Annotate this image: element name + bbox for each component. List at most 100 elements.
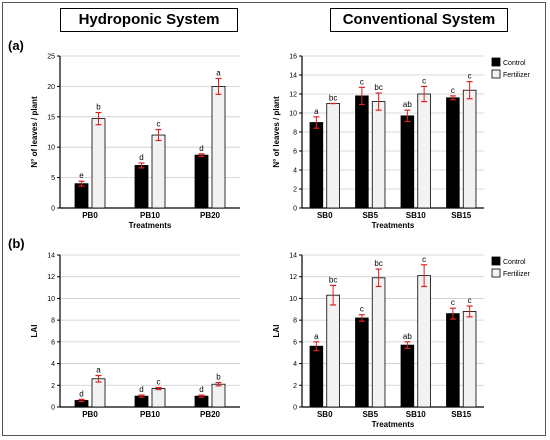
conv-leaves-x-axis-title: Treatments bbox=[372, 221, 415, 230]
hydro-leaves-bar-fertilizer bbox=[151, 134, 166, 209]
conv-leaves-y-axis-title: N° of leaves / plant bbox=[272, 96, 281, 168]
conv-leaves-legend-swatch-control bbox=[491, 57, 501, 67]
conv-leaves-significance-letter: c bbox=[422, 76, 426, 85]
hydro-lai-ytick-label: 10 bbox=[47, 296, 55, 303]
hydro-lai-ytick-label: 6 bbox=[51, 339, 55, 346]
conv-lai-significance-letter: a bbox=[314, 332, 319, 341]
conv-leaves-ytick-label: 16 bbox=[289, 54, 297, 61]
conv-lai-ytick-label: 14 bbox=[289, 253, 297, 260]
hydro-lai-bar-fertilizer bbox=[151, 388, 166, 408]
conv-lai-ytick-label: 0 bbox=[293, 405, 297, 412]
conv-leaves-significance-letter: c bbox=[360, 77, 364, 86]
hydro-leaves-ytick-label: 5 bbox=[51, 175, 55, 182]
hydro-lai-significance-letter: c bbox=[157, 377, 161, 386]
conv-lai-bar-control bbox=[355, 317, 369, 408]
conv-leaves-bar-fertilizer bbox=[371, 101, 386, 209]
conv-lai-ytick-label: 6 bbox=[293, 339, 297, 346]
hydro-leaves-bar-control bbox=[194, 154, 209, 209]
conv-lai-significance-letter: ab bbox=[403, 332, 412, 341]
hydro-leaves-significance-letter: c bbox=[157, 120, 161, 129]
hydro-leaves-significance-letter: a bbox=[216, 68, 221, 77]
conv-leaves-category-label: SB0 bbox=[317, 211, 333, 220]
conv-leaves-legend-swatch-fertilizer bbox=[491, 69, 501, 79]
conv-lai-category-label: SB5 bbox=[362, 410, 378, 419]
conv-leaves-bar-control bbox=[309, 122, 324, 209]
conv-leaves-ytick-label: 0 bbox=[293, 206, 297, 213]
conv-lai-ytick-label: 4 bbox=[293, 361, 297, 368]
conv-lai-legend-swatch-control bbox=[491, 256, 501, 266]
conv-leaves-legend-label-fertilizer: Fertilizer bbox=[503, 72, 531, 79]
conv-leaves-ytick-label: 8 bbox=[293, 130, 297, 137]
hydro-lai-ytick-label: 14 bbox=[47, 253, 55, 260]
conv-leaves-bar-fertilizer bbox=[326, 103, 340, 209]
panel-label-b: (b) bbox=[8, 236, 25, 251]
hydro-leaves-significance-letter: b bbox=[96, 103, 101, 112]
conv-lai-significance-letter: c bbox=[468, 296, 472, 305]
hydro-leaves-x-axis-title: Treatments bbox=[129, 221, 172, 230]
conv-lai-significance-letter: bc bbox=[329, 275, 337, 284]
conv-leaves-category-label: SB10 bbox=[406, 211, 427, 220]
conv-lai-significance-letter: c bbox=[451, 298, 455, 307]
conv-lai-bar-fertilizer bbox=[462, 311, 477, 408]
hydro-lai-y-axis-title: LAI bbox=[30, 325, 39, 338]
conv-lai-legend-swatch-fertilizer bbox=[491, 268, 501, 278]
conv-leaves-category-label: SB5 bbox=[362, 211, 378, 220]
hydro-leaves-bar-control bbox=[134, 165, 149, 209]
hydro-leaves-category-label: PB10 bbox=[140, 211, 161, 220]
hydro-lai-ytick-label: 4 bbox=[51, 361, 55, 368]
conv-leaves-significance-letter: bc bbox=[374, 83, 382, 92]
conv-lai-significance-letter: c bbox=[422, 255, 426, 264]
conv-leaves-significance-letter: c bbox=[468, 72, 472, 81]
conv-leaves-bar-fertilizer bbox=[462, 89, 477, 209]
hydro-lai-ytick-label: 2 bbox=[51, 383, 55, 390]
hydro-leaves-ytick-label: 25 bbox=[47, 54, 55, 61]
hydro-lai-significance-letter: b bbox=[216, 373, 221, 382]
hydro-leaves-category-label: PB0 bbox=[82, 211, 98, 220]
conv-lai-category-label: SB10 bbox=[406, 410, 427, 419]
conv-lai-ytick-label: 2 bbox=[293, 383, 297, 390]
conv-lai-bar-control bbox=[446, 313, 460, 408]
conv-leaves-ytick-label: 14 bbox=[289, 73, 297, 80]
conv-lai-bar-control bbox=[400, 344, 415, 408]
conv-lai-legend-label-control: Control bbox=[503, 259, 526, 266]
title-hydroponic-system: Hydroponic System bbox=[60, 8, 238, 32]
conv-lai-significance-letter: bc bbox=[374, 259, 382, 268]
hydro-leaves-significance-letter: e bbox=[79, 171, 84, 180]
conv-lai-category-label: SB0 bbox=[317, 410, 333, 419]
conv-lai-bar-control bbox=[309, 345, 324, 408]
conv-leaves-bar-control bbox=[355, 95, 369, 209]
panel-label-a: (a) bbox=[8, 38, 24, 53]
conv-lai-bar-fertilizer bbox=[371, 277, 386, 408]
hydro-lai-bar-fertilizer bbox=[211, 383, 226, 408]
conv-leaves-significance-letter: a bbox=[314, 107, 319, 116]
hydro-lai-ytick-label: 12 bbox=[47, 274, 55, 281]
hydro-leaves-ytick-label: 20 bbox=[47, 84, 55, 91]
conv-leaves-bar-control bbox=[446, 97, 460, 209]
hydro-lai-significance-letter: d bbox=[79, 389, 83, 398]
hydro-lai-ytick-label: 0 bbox=[51, 405, 55, 412]
hydro-leaves-ytick-label: 0 bbox=[51, 206, 55, 213]
conv-lai-bar-fertilizer bbox=[417, 275, 431, 408]
conv-leaves-ytick-label: 6 bbox=[293, 149, 297, 156]
hydro-lai-significance-letter: a bbox=[96, 366, 101, 375]
conv-leaves-category-label: SB15 bbox=[451, 211, 472, 220]
conv-lai-significance-letter: c bbox=[360, 305, 364, 314]
hydro-leaves-bar-fertilizer bbox=[211, 86, 226, 209]
hydro-leaves-bar-fertilizer bbox=[91, 118, 106, 209]
conv-leaves-ytick-label: 2 bbox=[293, 187, 297, 194]
conv-lai-legend-label-fertilizer: Fertilizer bbox=[503, 271, 531, 278]
conv-leaves-bar-fertilizer bbox=[417, 93, 431, 209]
conv-leaves-significance-letter: ab bbox=[403, 100, 412, 109]
conv-lai-bar-fertilizer bbox=[326, 294, 340, 408]
conv-leaves-significance-letter: c bbox=[451, 86, 455, 95]
hydro-lai-category-label: PB20 bbox=[200, 410, 221, 419]
conv-leaves-ytick-label: 4 bbox=[293, 168, 297, 175]
figure-frame bbox=[2, 2, 546, 436]
conv-lai-category-label: SB15 bbox=[451, 410, 472, 419]
hydro-leaves-significance-letter: d bbox=[199, 144, 203, 153]
conv-leaves-legend-label-control: Control bbox=[503, 60, 526, 67]
hydro-lai-category-label: PB10 bbox=[140, 410, 161, 419]
conv-leaves-bar-control bbox=[400, 115, 415, 209]
hydro-leaves-significance-letter: d bbox=[139, 153, 143, 162]
hydro-lai-category-label: PB0 bbox=[82, 410, 98, 419]
